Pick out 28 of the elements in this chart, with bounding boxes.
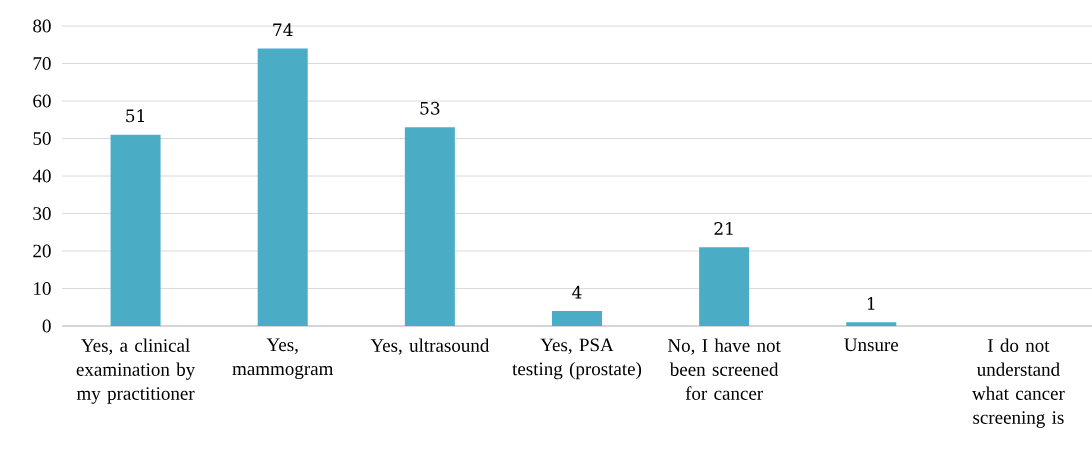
x-tick-label: Yes, PSA testing (prostate) xyxy=(512,338,642,380)
data-label: 4 xyxy=(572,285,582,299)
data-label: 51 xyxy=(126,109,144,123)
x-tick-label: Yes, mammogram xyxy=(232,338,334,380)
bar xyxy=(257,48,308,326)
bar xyxy=(110,134,161,326)
data-label: 1 xyxy=(867,297,875,310)
bar xyxy=(551,311,602,326)
y-tick-label: 60 xyxy=(33,94,51,108)
bar xyxy=(404,127,455,326)
bar xyxy=(846,322,897,326)
y-tick-label: 20 xyxy=(33,244,51,258)
y-tick-label: 70 xyxy=(33,57,51,70)
y-tick-label: 40 xyxy=(32,169,51,183)
y-tick-label: 0 xyxy=(42,319,51,333)
x-tick-label: Yes, a clinical examination by my practitioner xyxy=(76,338,196,404)
y-tick-label: 30 xyxy=(33,207,51,220)
x-tick-label: No, I have not been screened for cancer xyxy=(667,338,781,400)
data-label: 21 xyxy=(714,222,733,235)
data-label: 53 xyxy=(420,101,440,115)
y-tick-label: 10 xyxy=(34,282,51,295)
y-tick-label: 80 xyxy=(33,19,51,33)
x-tick-label: Yes, ultrasound xyxy=(370,338,490,355)
y-tick-label: 50 xyxy=(33,132,51,145)
data-label: 74 xyxy=(273,23,293,36)
bar xyxy=(699,247,750,326)
x-tick-label: Unsure xyxy=(844,338,899,352)
x-tick-label: I do not understand what cancer screening is xyxy=(972,338,1065,428)
